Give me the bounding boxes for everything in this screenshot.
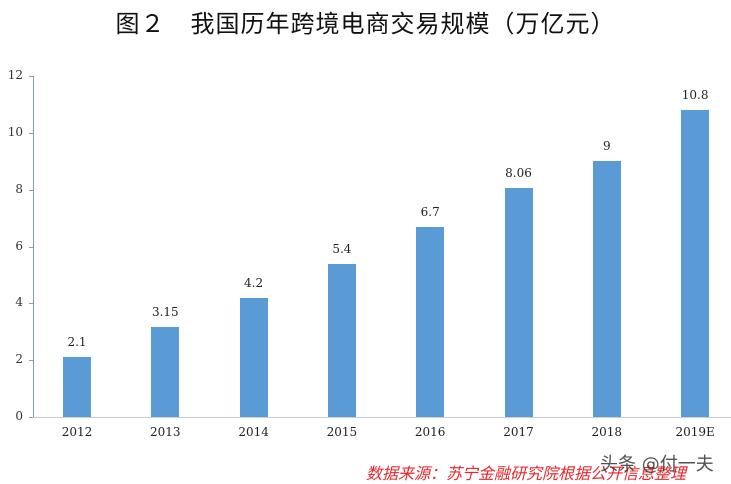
data-label: 9 — [602, 139, 611, 154]
x-tick-label: 2013 — [150, 425, 181, 439]
bar-2018 — [592, 161, 621, 417]
y-tick-label: 12 — [7, 68, 23, 82]
bar-2017 — [504, 187, 533, 417]
bar-2015 — [327, 263, 356, 417]
x-tick-label: 2014 — [238, 425, 269, 439]
y-tick — [29, 303, 33, 305]
x-tick-label: 2012 — [61, 425, 93, 439]
data-label: 10.8 — [681, 88, 709, 103]
data-label: 6.7 — [420, 204, 440, 219]
y-tick-label: 2 — [15, 352, 23, 367]
y-tick-label: 6 — [15, 238, 23, 253]
y-tick-label: 0 — [15, 409, 23, 423]
x-axis — [33, 417, 731, 418]
data-label: 4.2 — [244, 275, 264, 290]
bar-2013 — [151, 327, 180, 417]
y-axis — [33, 76, 34, 418]
data-label: 3.15 — [151, 305, 179, 320]
y-tick-label: 4 — [15, 295, 23, 310]
y-tick-label: 8 — [15, 181, 23, 196]
x-tick-label: 2019E — [675, 425, 715, 439]
y-tick-label: 10 — [7, 124, 23, 139]
y-tick — [29, 76, 33, 77]
bar-2016 — [416, 226, 445, 417]
x-tick-label: 2015 — [326, 425, 358, 439]
chart-title: 图２ 我国历年跨境电商交易规模（万亿元） — [115, 10, 616, 38]
data-label: 2.1 — [67, 335, 87, 350]
y-tick — [29, 360, 33, 362]
data-label: 8.06 — [505, 165, 532, 180]
x-tick-label: 2017 — [503, 425, 534, 439]
x-tick-label: 2018 — [591, 425, 623, 439]
data-label: 5.4 — [332, 241, 352, 256]
bar-2012 — [63, 357, 91, 417]
y-tick — [29, 246, 33, 248]
y-tick — [29, 189, 33, 191]
source-note: 数据来源：苏宁金融研究院根据公开信息整理 — [366, 464, 687, 483]
bar-2014 — [239, 297, 268, 417]
y-tick — [29, 417, 33, 418]
y-tick — [29, 132, 33, 134]
bar-2019E — [681, 110, 710, 417]
watermark: 头条 @付一夫 — [600, 454, 714, 475]
x-tick-label: 2016 — [414, 425, 446, 439]
